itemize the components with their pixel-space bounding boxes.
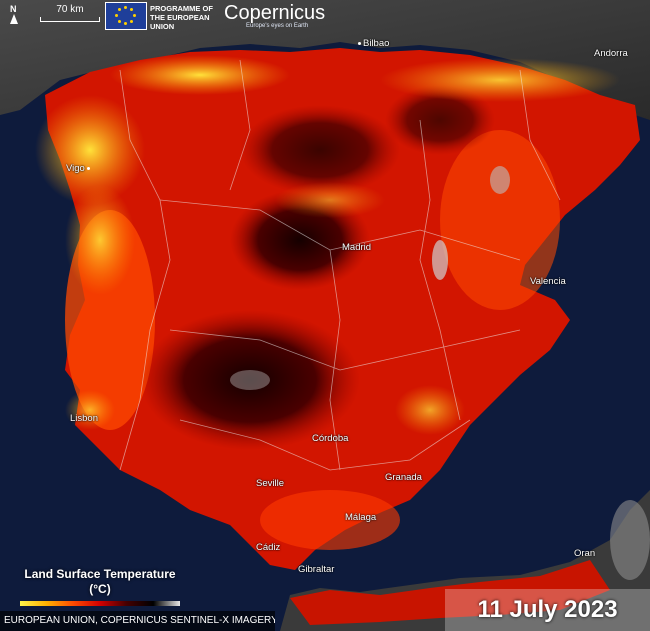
warm-zone-east <box>440 130 560 310</box>
north-label: N <box>10 4 17 14</box>
temperature-legend: Land Surface Temperature (°C) <box>20 567 180 606</box>
city-label-cadiz: Cádiz <box>256 542 281 553</box>
city-label-madrid: Madrid <box>342 242 372 253</box>
imagery-credit: EUROPEAN UNION, COPERNICUS SENTINEL-X IM… <box>0 611 275 631</box>
north-arrow-shape <box>10 14 18 24</box>
city-label-andorra: Andorra <box>594 48 628 59</box>
mild-zone-portugal <box>65 185 135 295</box>
scale-label: 70 km <box>56 4 84 15</box>
header-bar: N 70 km PROGRAMME OF THE EUROPEAN UNION … <box>0 0 650 31</box>
city-label-granada: Granada <box>385 472 422 483</box>
mild-zone-granada <box>395 385 465 435</box>
mild-zone-pyrenees <box>380 58 620 102</box>
mild-zone-lisbon <box>65 390 115 430</box>
north-arrow-icon: N <box>8 4 22 26</box>
city-label-vigo: Vigo <box>66 163 92 174</box>
eu-programme-text: PROGRAMME OF THE EUROPEAN UNION <box>150 4 213 31</box>
legend-color-ramp <box>20 601 180 606</box>
city-label-oran: Oran <box>574 548 596 559</box>
date-stamp: 11 July 2023 <box>445 589 650 631</box>
city-label-seville: Seville <box>256 478 284 489</box>
very-hot-zone-3 <box>240 105 400 195</box>
copernicus-logo: Copernicus Europe's eyes on Earth <box>224 2 325 29</box>
mild-zone-sierra <box>275 182 385 218</box>
warm-zone-south <box>260 490 400 550</box>
cool-spot-2 <box>490 166 510 194</box>
very-hot-zone-1 <box>140 310 360 450</box>
eu-flag-icon <box>105 2 147 30</box>
region-borders <box>119 59 561 471</box>
cool-spot-4 <box>610 500 650 580</box>
cool-spot-1 <box>432 240 448 280</box>
copernicus-tagline: Europe's eyes on Earth <box>246 23 309 29</box>
mild-zone-cantabria <box>110 55 290 95</box>
legend-title: Land Surface Temperature (°C) <box>24 567 176 596</box>
city-label-malaga: Málaga <box>345 512 377 523</box>
city-label-lisbon: Lisbon <box>70 413 98 424</box>
scale-line <box>40 17 100 22</box>
france-land <box>0 0 650 120</box>
city-label-bilbao: Bilbao <box>358 38 389 49</box>
scale-bar: 70 km <box>40 4 100 22</box>
africa-coast-hot <box>290 560 610 625</box>
city-label-gibraltar: Gibraltar <box>298 564 335 575</box>
mild-zone-galicia <box>35 95 145 205</box>
copernicus-wordmark: Copernicus <box>224 2 326 24</box>
very-hot-zone-4 <box>385 85 495 155</box>
city-label-cordoba: Córdoba <box>312 433 349 444</box>
city-label-valencia: Valencia <box>530 276 566 287</box>
cool-spot-3 <box>230 370 270 390</box>
